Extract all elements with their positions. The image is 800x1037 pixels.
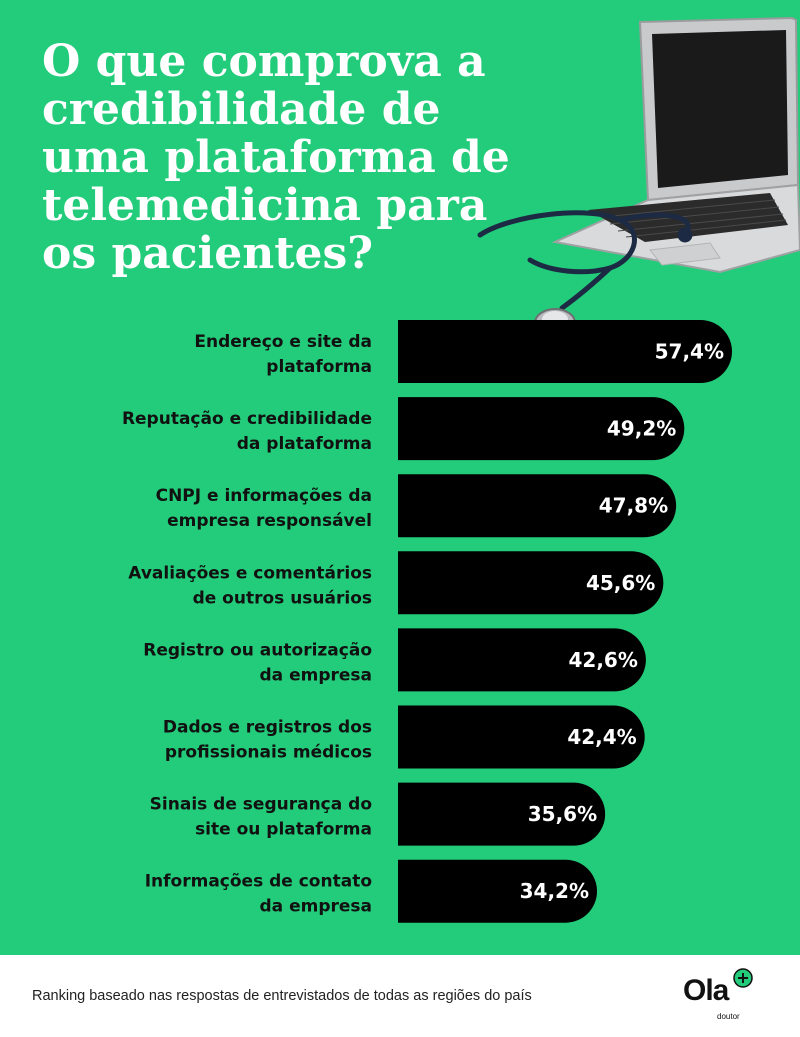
category-label: da empresa [260, 897, 372, 917]
category-label: CNPJ e informações da [156, 486, 372, 506]
bar [398, 705, 645, 769]
category-label: Endereço e site da [194, 332, 372, 352]
bar-chart: 57,4% Endereço e site da plataforma 49,2% Re… [122, 320, 733, 923]
category-label: site ou plataforma [195, 820, 372, 840]
bar-row: 42,4% Dados e registros dos profissionais … [163, 705, 645, 769]
bar [398, 397, 685, 461]
bar-row: 42,6% Registro ou autorização da empresa [143, 628, 646, 692]
category-label: Sinais de segurança do [150, 795, 372, 815]
bar [398, 782, 606, 846]
bar-value-label: 47,8% [599, 494, 668, 518]
bar-value-label: 45,6% [586, 571, 655, 595]
plus-circle-icon [733, 968, 753, 988]
laptop-icon [551, 16, 800, 274]
bar-value-label: 49,2% [607, 417, 676, 441]
category-label: plataforma [266, 357, 372, 377]
bar-row: 47,8% CNPJ e informações da empresa respon… [156, 474, 677, 538]
logo-word: Ola [683, 974, 729, 1007]
bar [398, 859, 598, 923]
bar-value-label: 35,6% [528, 802, 597, 826]
logo-subtitle: doutor [717, 1012, 740, 1021]
bar [398, 320, 733, 383]
infographic-panel: O que comprova a credibilidade de uma pl… [0, 0, 800, 955]
bar-value-label: 42,6% [568, 648, 637, 672]
bar-row: 34,2% Informações de contato da empresa [145, 859, 598, 923]
bar-row: 57,4% Endereço e site da plataforma [194, 320, 733, 383]
category-label: Informações de contato [145, 872, 372, 892]
category-label: Reputação e credibilidade [122, 409, 372, 429]
bar-row: 49,2% Reputação e credibilidade da platafo… [122, 397, 685, 461]
category-label: de outros usuários [193, 588, 372, 608]
bar [398, 628, 646, 692]
category-label: Avaliações e comentários [128, 563, 372, 583]
bar-value-label: 34,2% [520, 879, 589, 903]
page-title: O que comprova a credibilidade de uma pl… [42, 36, 510, 279]
olá-doutor-logo: Ola doutor [683, 968, 763, 1028]
category-label: da empresa [260, 665, 372, 685]
bar-row: 45,6% Avaliações e comentários de outros u… [128, 551, 664, 615]
bar [398, 474, 677, 538]
footer-note: Ranking baseado nas respostas de entrevi… [32, 988, 532, 1004]
category-label: empresa responsável [167, 511, 372, 531]
category-label: Dados e registros dos [163, 718, 372, 738]
category-label: da plataforma [237, 434, 372, 454]
bar-value-label: 57,4% [655, 340, 724, 364]
category-label: profissionais médicos [165, 743, 372, 763]
bar-value-label: 42,4% [567, 725, 636, 749]
stethoscope-icon [477, 210, 693, 311]
bar-row: 35,6% Sinais de segurança do site ou plata… [150, 782, 606, 846]
category-label: Registro ou autorização [143, 640, 372, 660]
bar [398, 551, 664, 615]
